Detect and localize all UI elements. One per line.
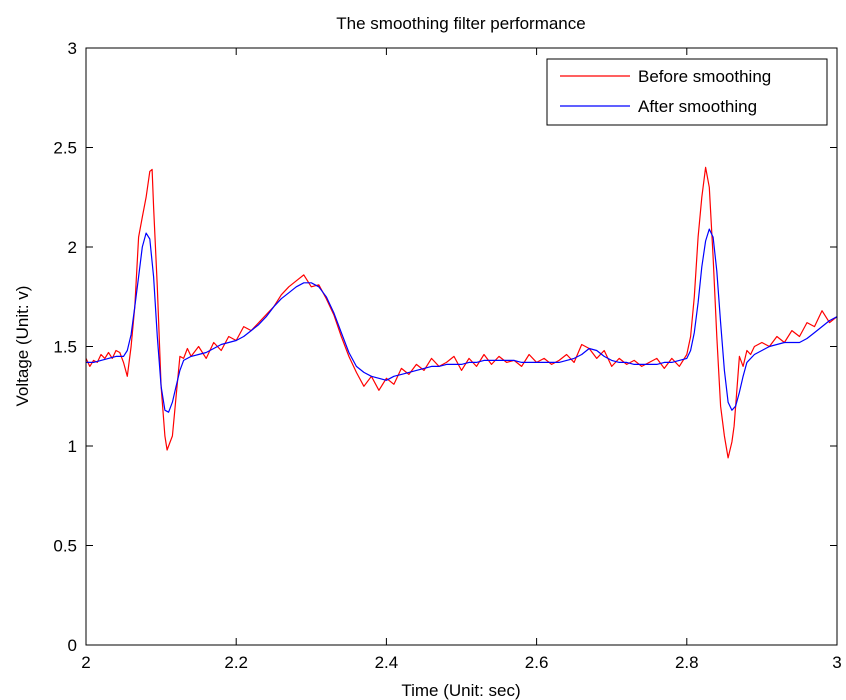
x-tick-label-0: 2 [81, 653, 90, 672]
y-tick-label-1: 0.5 [53, 537, 77, 556]
x-axis-ticks: 2 2.2 2.4 2.6 2.8 3 [81, 48, 842, 672]
y-tick-label-6: 3 [68, 39, 77, 58]
legend: Before smoothing After smoothing [546, 58, 828, 126]
x-tick-label-5: 3 [832, 653, 841, 672]
y-tick-label-2: 1 [68, 437, 77, 456]
x-tick-label-2: 2.4 [375, 653, 399, 672]
y-tick-label-0: 0 [68, 636, 77, 655]
legend-box [546, 58, 828, 126]
x-tick-label-4: 2.8 [675, 653, 699, 672]
series-layer [85, 166, 838, 459]
y-axis-label: Voltage (Unit: v) [13, 286, 32, 407]
y-axis-ticks: 0 0.5 1 1.5 2 2.5 3 [53, 39, 837, 655]
y-tick-label-4: 2 [68, 238, 77, 257]
x-axis-label: Time (Unit: sec) [401, 681, 520, 700]
legend-label-before-smoothing: Before smoothing [638, 67, 771, 86]
legend-label-after-smoothing: After smoothing [638, 97, 757, 116]
x-tick-label-3: 2.6 [525, 653, 549, 672]
series-line-after-smoothing [86, 228, 838, 413]
y-tick-label-5: 2.5 [53, 139, 77, 158]
x-tick-label-1: 2.2 [224, 653, 248, 672]
chart-title: The smoothing filter performance [336, 14, 585, 33]
y-tick-label-3: 1.5 [53, 338, 77, 357]
